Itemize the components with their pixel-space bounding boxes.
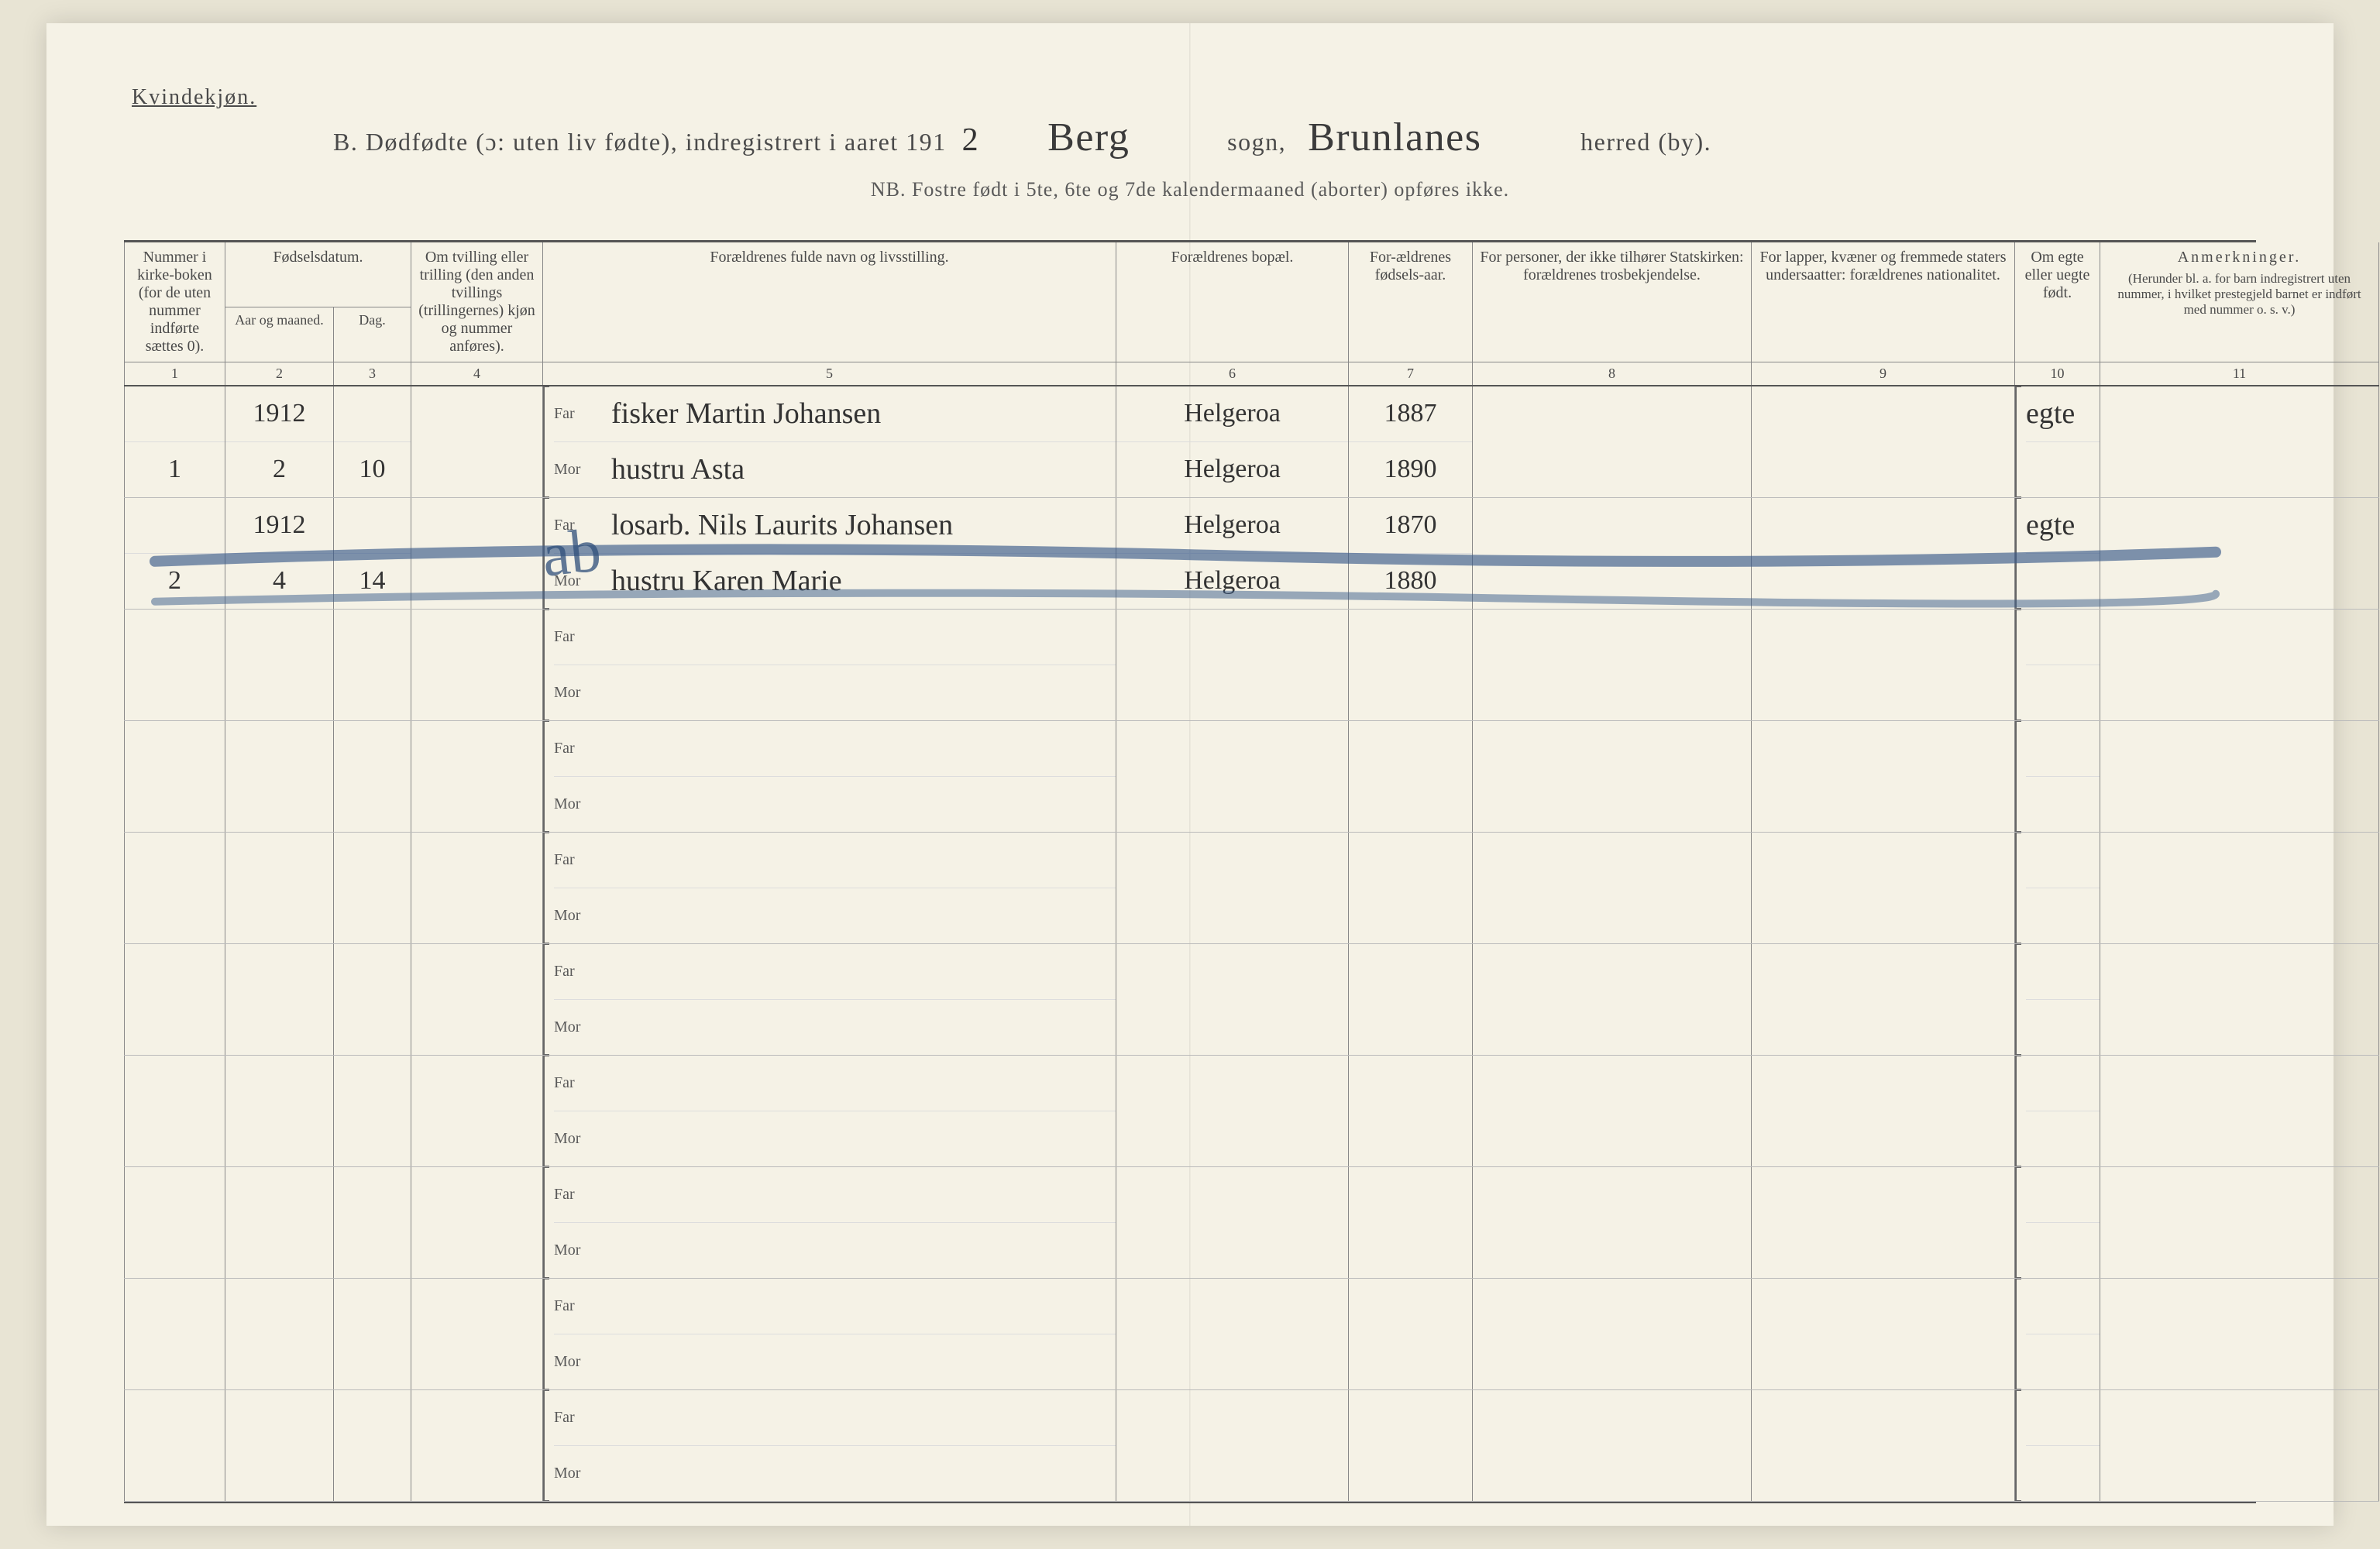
- col-1-header: Nummer i kirke-boken (for de uten nummer…: [125, 242, 225, 362]
- table-head: Nummer i kirke-boken (for de uten nummer…: [125, 242, 2379, 386]
- table-row: Far Mor: [125, 1389, 2379, 1501]
- colnum: 6: [1116, 362, 1349, 386]
- table-row: Far Mor: [125, 832, 2379, 943]
- table-row: Far Mor: [125, 1055, 2379, 1166]
- col-2b-header: Dag.: [334, 307, 411, 362]
- table-row: 2 19124 14 Farlosarb. Nils Laurits Johan…: [125, 497, 2379, 609]
- colnum: 9: [1752, 362, 2015, 386]
- gender-heading: Kvindekjøn.: [132, 85, 256, 110]
- col-11-header: Anmerkninger. (Herunder bl. a. for barn …: [2100, 242, 2379, 362]
- col-2a-header: Aar og maaned.: [225, 307, 334, 362]
- col-11-title: Anmerkninger.: [2105, 249, 2374, 266]
- herred-label: herred (by).: [1580, 128, 1711, 156]
- register-table: Nummer i kirke-boken (for de uten nummer…: [124, 242, 2379, 1502]
- col-2-group-header: Fødselsdatum.: [225, 242, 411, 307]
- colnum: 4: [411, 362, 543, 386]
- colnum: 3: [334, 362, 411, 386]
- register-page: Kvindekjøn. B. Dødfødte (ɔ: uten liv fød…: [46, 23, 2334, 1526]
- col-7-header: For-ældrenes fødsels-aar.: [1349, 242, 1473, 362]
- sogn-handwritten: Berg: [1041, 125, 1212, 150]
- col-4-header: Om tvilling eller trilling (den anden tv…: [411, 242, 543, 362]
- colnum: 1: [125, 362, 225, 386]
- title-row: B. Dødfødte (ɔ: uten liv fødte), indregi…: [46, 124, 2334, 156]
- colnum: 10: [2015, 362, 2100, 386]
- col-11-sub: (Herunder bl. a. for barn indregistrert …: [2105, 271, 2374, 318]
- col-6-header: Forældrenes bopæl.: [1116, 242, 1349, 362]
- sogn-label: sogn,: [1227, 128, 1286, 156]
- title-prefix: B. Dødfødte (ɔ: uten liv fødte), indregi…: [333, 128, 947, 156]
- table-row: Far Mor: [125, 943, 2379, 1055]
- col-5-header: Forældrenes fulde navn og livsstilling.: [543, 242, 1116, 362]
- year-suffix-hw: 2: [962, 124, 980, 156]
- register-table-wrap: Nummer i kirke-boken (for de uten nummer…: [124, 240, 2256, 1503]
- colnum: 7: [1349, 362, 1473, 386]
- col-10-header: Om egte eller uegte født.: [2015, 242, 2100, 362]
- column-number-row: 1 2 3 4 5 6 7 8 9 10 11: [125, 362, 2379, 386]
- colnum: 2: [225, 362, 334, 386]
- table-row: 1 19122 10 Farfisker Martin Johansen Mor…: [125, 386, 2379, 497]
- abort-annotation: ab: [538, 515, 604, 591]
- colnum: 11: [2100, 362, 2379, 386]
- table-row: Far Mor: [125, 1278, 2379, 1389]
- table-body: 1 19122 10 Farfisker Martin Johansen Mor…: [125, 386, 2379, 1501]
- herred-handwritten: Brunlanes: [1302, 125, 1565, 150]
- colnum: 5: [543, 362, 1116, 386]
- subtitle-note: NB. Fostre født i 5te, 6te og 7de kalend…: [46, 178, 2334, 201]
- table-row: Far Mor: [125, 1166, 2379, 1278]
- colnum: 8: [1473, 362, 1752, 386]
- table-row: Far Mor: [125, 720, 2379, 832]
- col-9-header: For lapper, kvæner og fremmede staters u…: [1752, 242, 2015, 362]
- table-row: Far Mor: [125, 609, 2379, 720]
- col-8-header: For personer, der ikke tilhører Statskir…: [1473, 242, 1752, 362]
